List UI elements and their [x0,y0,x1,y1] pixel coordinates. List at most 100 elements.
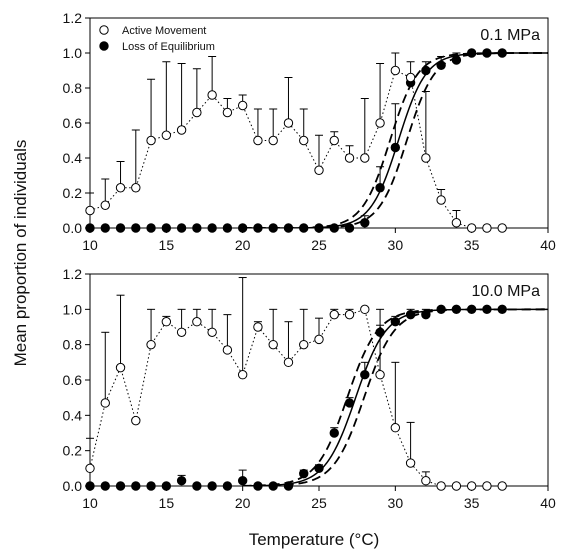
active-movement-point [207,327,217,337]
active-movement-point [405,72,416,83]
panel-2: 0.0 0.2 0.4 0.6 0.8 1.0 1.2 10 15 20 25 30 35 40 10.0 … [63,266,556,511]
active-movement-point [421,476,431,486]
active-movement-point [344,309,355,320]
loss-of-equilibrium-point [268,223,278,233]
loss-of-equilibrium-point [299,468,309,479]
active-movement-point [299,135,309,146]
active-movement-point [466,223,477,233]
active-movement-point [390,423,401,433]
loss-of-equilibrium-point [237,223,248,233]
x-tick-label: 25 [311,237,327,253]
active-movement-point [115,362,126,373]
y-tick-label: 0.0 [63,478,83,494]
loss-of-equilibrium-point [466,48,477,58]
loss-of-equilibrium-point [176,223,187,233]
loss-of-equilibrium-point [497,48,507,58]
loss-of-equilibrium-point [405,309,416,320]
active-movement-point [283,357,294,368]
loss-of-equilibrium-point [482,48,492,58]
x-tick-label: 20 [235,495,251,511]
active-movement-point [268,339,278,350]
loss-of-equilibrium-point [314,223,324,233]
active-movement-point [222,107,233,118]
loss-of-equilibrium-point [329,428,339,438]
y-axis-title: Mean proportion of individuals [11,140,30,367]
loss-of-equilibrium-point [100,223,110,233]
plot-frame [89,273,549,487]
legend-marker [99,41,109,51]
active-movement-point [115,183,126,193]
y-tick-label: 0.2 [63,185,83,201]
loss-of-equilibrium-point [192,223,202,233]
active-movement-point [299,339,309,350]
loss-of-equilibrium-point [131,223,141,233]
active-movement-point [436,481,446,491]
active-movement-point [222,345,233,355]
active-movement-point [161,317,172,327]
x-tick-label: 15 [159,495,175,511]
loss-of-equilibrium-point [329,223,339,233]
active-movement-point [237,370,248,380]
y-tick-label: 0.8 [63,80,83,96]
active-movement-point [497,223,507,233]
loss-of-equilibrium-point [161,223,172,233]
active-movement-point [360,304,370,315]
loss-of-equilibrium-point [222,223,233,233]
active-movement-point [85,205,95,216]
loss-of-equilibrium-point [314,463,324,474]
loss-of-equilibrium-point [436,304,446,315]
panel-label: 0.1 MPa [480,27,540,44]
active-movement-point [176,125,187,135]
y-tick-label: 0.6 [63,372,83,388]
active-movement-point [268,135,278,146]
active-movement-point [390,65,401,76]
active-movement-point [314,334,324,345]
y-tick-label: 1.0 [63,45,83,61]
active-movement-point [314,165,324,175]
loss-of-equilibrium-point [344,398,355,408]
loss-of-equilibrium-point [85,223,95,233]
active-movement-point [85,463,95,474]
x-tick-label: 15 [159,237,175,253]
active-movement-point [329,309,339,320]
y-tick-label: 0.4 [63,150,83,166]
x-tick-label: 10 [82,237,98,253]
loss-of-equilibrium-point [390,317,401,327]
x-tick-label: 40 [540,237,556,253]
y-tick-label: 1.0 [63,301,83,317]
loss-of-equilibrium-point [85,481,95,491]
active-movement-point [192,107,202,118]
loss-of-equilibrium-point [375,327,385,337]
loss-of-equilibrium-point [131,481,141,491]
loss-of-equilibrium-point [207,481,217,491]
active-movement-point [100,200,110,210]
y-tick-label: 1.2 [63,10,83,26]
active-movement-point [207,90,217,100]
active-movement-point [192,317,202,327]
loss-of-equilibrium-point [222,481,233,491]
x-tick-label: 35 [464,495,480,511]
x-tick-label: 20 [235,237,251,253]
active-movement-point [405,458,416,468]
active-movement-point [482,481,492,491]
loss-of-equilibrium-point [161,481,172,491]
x-tick-label: 35 [464,237,480,253]
active-movement-point [421,153,431,163]
active-movement-point [100,398,110,408]
active-movement-point [161,130,172,140]
active-movement-point [253,322,263,332]
loss-of-equilibrium-point [115,481,126,491]
active-movement-point [283,118,294,128]
panel-label: 10.0 MPa [472,283,541,300]
loss-of-equilibrium-point [375,183,385,193]
active-movement-point [237,100,248,111]
active-movement-line [89,69,503,229]
active-movement-point [176,327,187,337]
loss-of-equilibrium-point [207,223,217,233]
loss-of-equilibrium-point [237,476,248,486]
loss-of-equilibrium-point [283,481,294,491]
loss-of-equilibrium-point [268,481,278,491]
loss-of-equilibrium-point [176,476,187,486]
